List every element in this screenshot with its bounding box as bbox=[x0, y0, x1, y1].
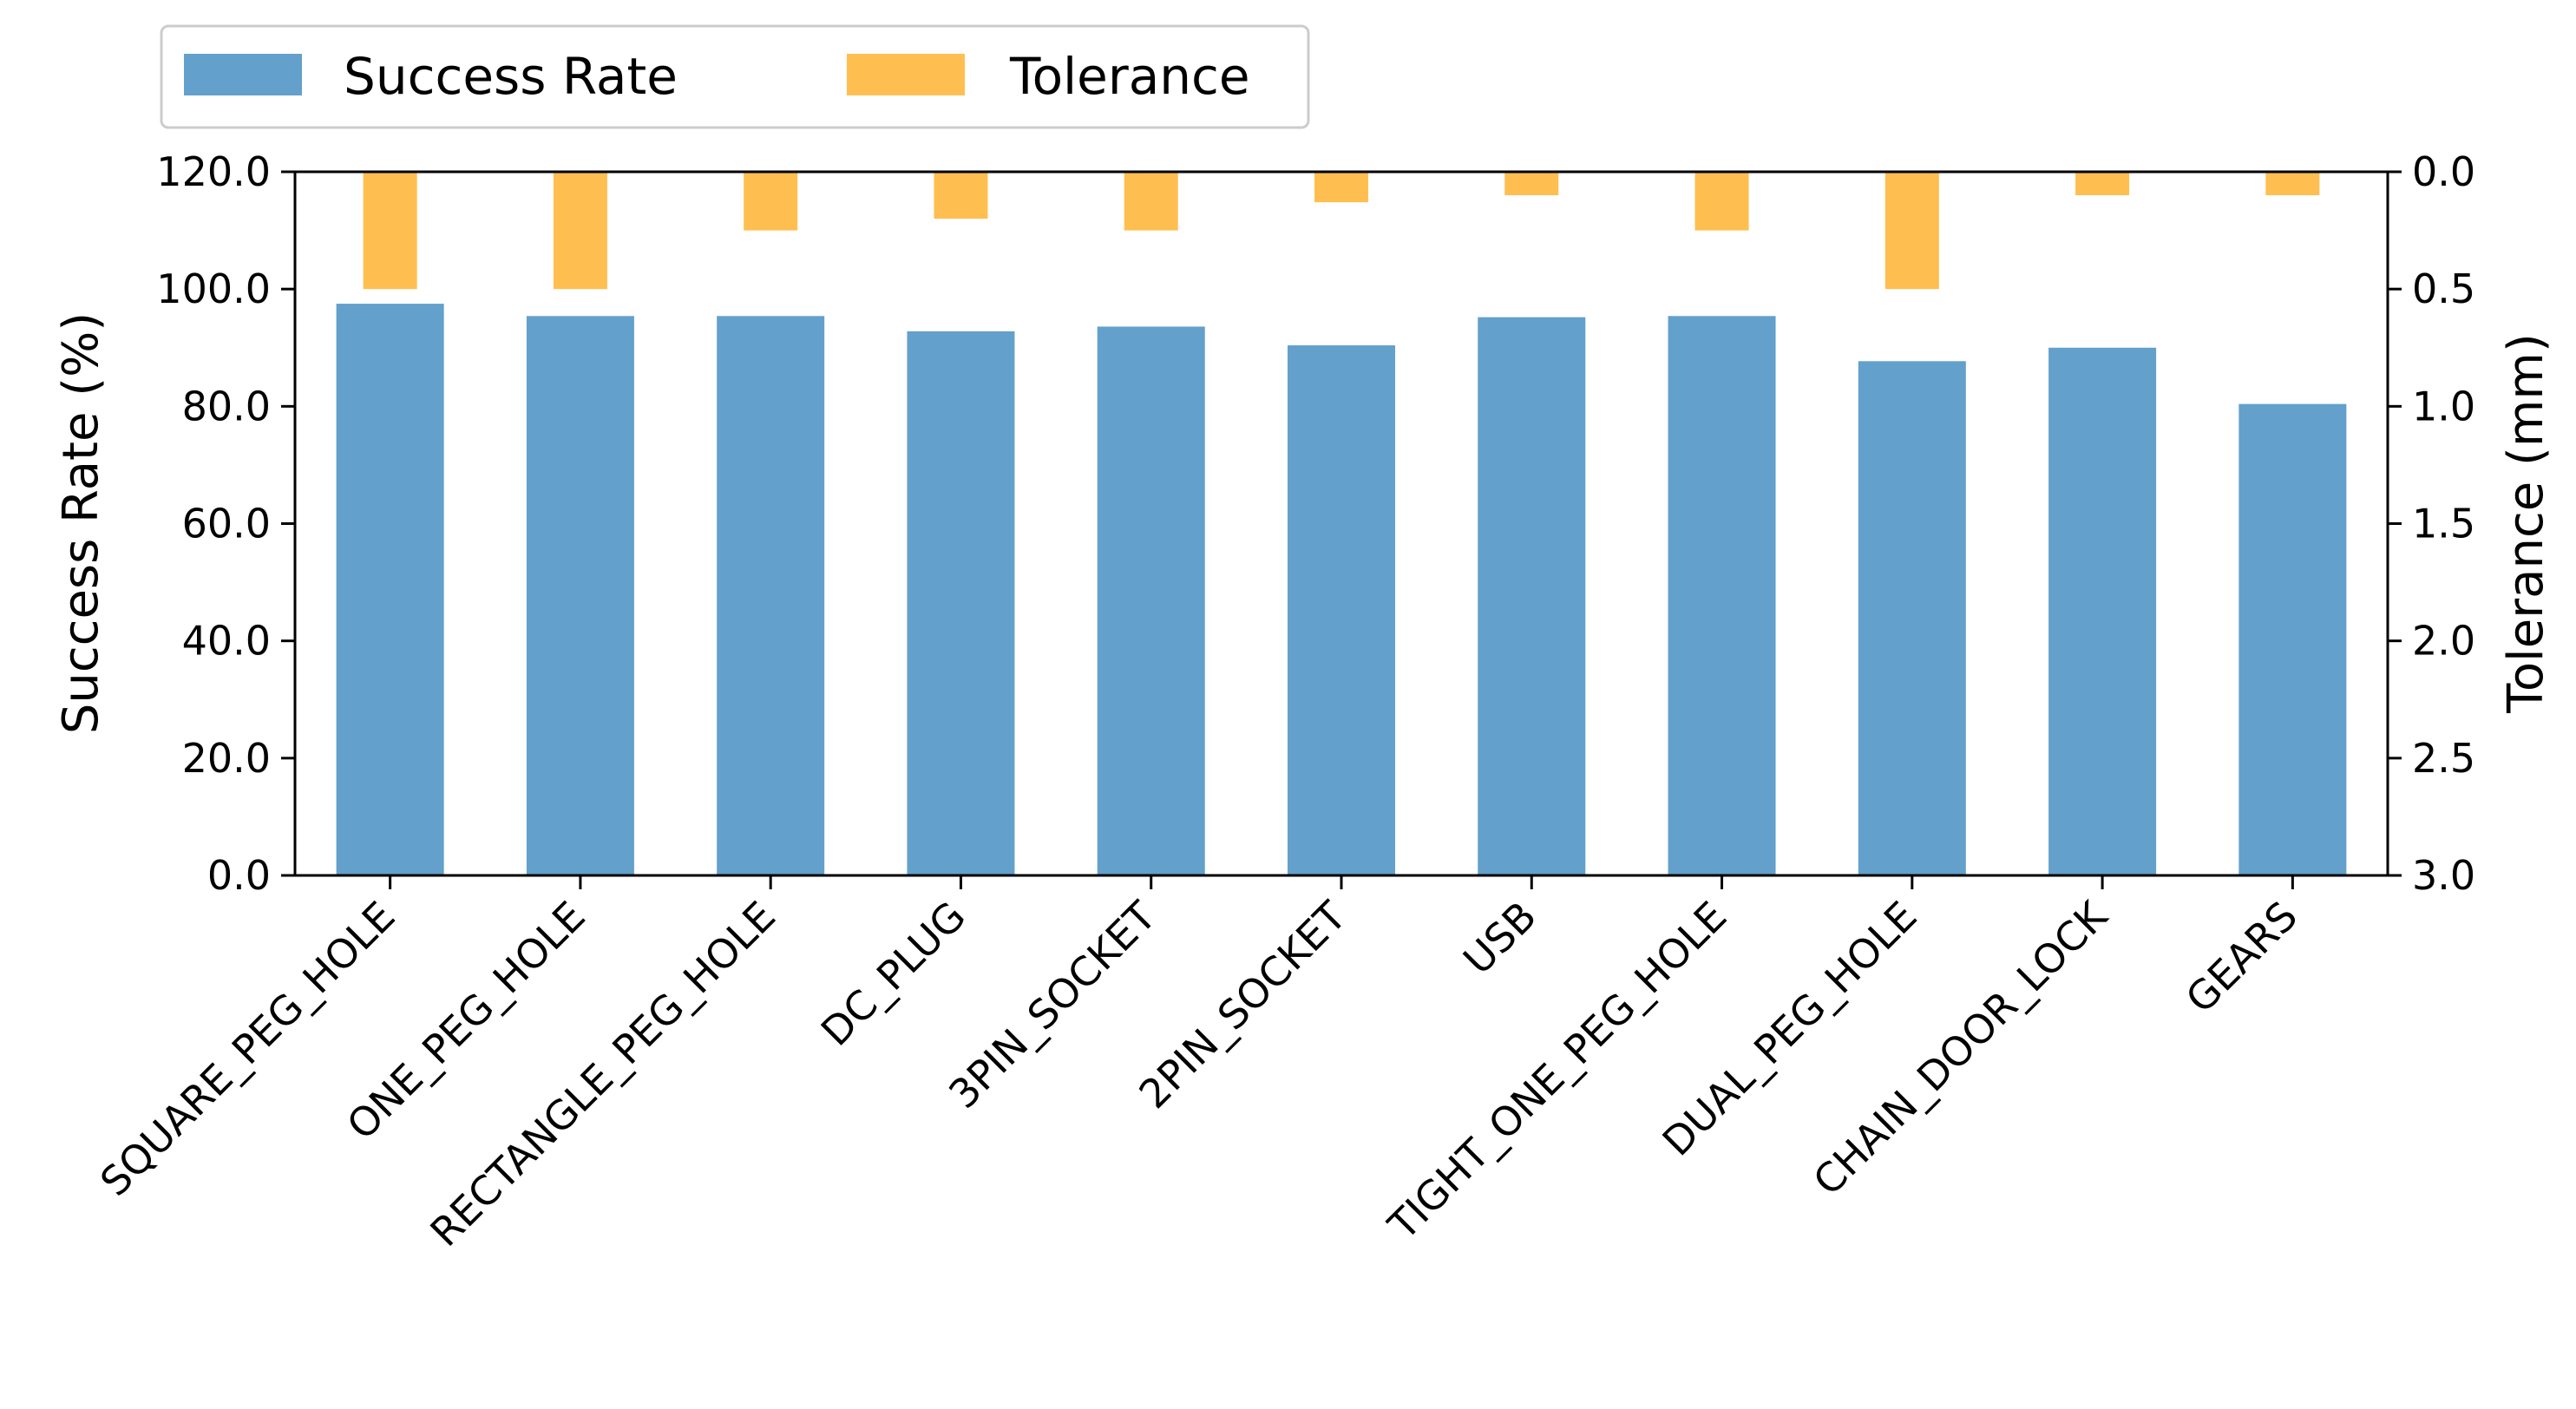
right-axis-title: Tolerance (mm) bbox=[2498, 333, 2554, 714]
tolerance-bar-dual-peg-hole bbox=[1884, 172, 1939, 290]
right-tick-label: 0.5 bbox=[2412, 265, 2475, 312]
legend-swatch-success-rate bbox=[184, 54, 302, 95]
left-axis-ticks: 0.0 20.0 40.0 60.0 80.0 100.0 120.0 bbox=[156, 148, 295, 899]
right-tick-label: 2.5 bbox=[2412, 735, 2475, 782]
success-rate-bar-rectangle-peg-hole bbox=[717, 316, 825, 875]
success-rate-bar-gears bbox=[2238, 403, 2347, 875]
right-tick-label: 2.0 bbox=[2412, 618, 2475, 665]
legend: Success Rate Tolerance bbox=[160, 24, 1310, 129]
left-tick-label: 80.0 bbox=[182, 383, 271, 429]
success-rate-bar-dual-peg-hole bbox=[1858, 361, 1966, 875]
x-tick-label-usb: USB bbox=[1454, 893, 1545, 984]
x-tick-label-rectangle-peg-hole: RECTANGLE_PEG_HOLE bbox=[421, 893, 783, 1255]
legend-label-success-rate: Success Rate bbox=[344, 47, 678, 106]
right-tick-label: 1.5 bbox=[2412, 501, 2475, 547]
left-axis-title: Success Rate (%) bbox=[53, 312, 109, 734]
success-rate-bar-one-peg-hole bbox=[526, 316, 634, 875]
x-tick-label-gears: GEARS bbox=[2177, 893, 2306, 1022]
success-rate-bar-2pin-socket bbox=[1288, 345, 1395, 876]
right-tick-label: 0.0 bbox=[2412, 148, 2475, 195]
success-rate-bar-chain-door-lock bbox=[2048, 347, 2157, 875]
tolerance-bar-usb bbox=[1504, 172, 1559, 196]
left-tick-label: 40.0 bbox=[182, 618, 271, 665]
legend-box bbox=[160, 24, 1310, 129]
tolerance-bar-3pin-socket bbox=[1124, 172, 1178, 231]
left-tick-label: 100.0 bbox=[156, 265, 271, 312]
tolerance-bars bbox=[363, 172, 2320, 290]
success-rate-bar-square-peg-hole bbox=[336, 304, 444, 875]
legend-swatch-tolerance bbox=[847, 54, 965, 95]
x-tick-label-dc-plug: DC_PLUG bbox=[812, 893, 974, 1055]
legend-label-tolerance: Tolerance bbox=[1009, 47, 1250, 106]
tolerance-bar-dc-plug bbox=[934, 172, 988, 220]
tolerance-bar-square-peg-hole bbox=[363, 172, 417, 290]
x-axis-ticks: SQUARE_PEG_HOLEONE_PEG_HOLERECTANGLE_PEG… bbox=[91, 875, 2306, 1255]
right-tick-label: 3.0 bbox=[2412, 852, 2475, 899]
tolerance-bar-chain-door-lock bbox=[2075, 172, 2130, 196]
success-rate-bar-3pin-socket bbox=[1097, 326, 1205, 875]
left-tick-label: 0.0 bbox=[207, 852, 271, 899]
x-tick-label-tight-one-peg-hole: TIGHT_ONE_PEG_HOLE bbox=[1379, 893, 1735, 1249]
tolerance-bar-rectangle-peg-hole bbox=[744, 172, 798, 231]
tolerance-bar-gears bbox=[2265, 172, 2320, 196]
success-rate-bar-tight-one-peg-hole bbox=[1668, 316, 1776, 875]
success-rate-bars bbox=[336, 304, 2347, 876]
x-tick-label-square-peg-hole: SQUARE_PEG_HOLE bbox=[91, 893, 403, 1205]
right-tick-label: 1.0 bbox=[2412, 383, 2475, 429]
tolerance-bar-tight-one-peg-hole bbox=[1694, 172, 1749, 231]
right-axis-ticks: 3.0 2.5 2.0 1.5 1.0 0.5 0.0 bbox=[2388, 148, 2475, 899]
left-tick-label: 120.0 bbox=[156, 148, 271, 195]
success-rate-bar-usb bbox=[1478, 317, 1586, 875]
left-tick-label: 60.0 bbox=[182, 501, 271, 547]
success-rate-bar-dc-plug bbox=[907, 331, 1015, 875]
tolerance-bar-2pin-socket bbox=[1314, 172, 1368, 203]
tolerance-bar-one-peg-hole bbox=[553, 172, 607, 290]
left-tick-label: 20.0 bbox=[182, 735, 271, 782]
